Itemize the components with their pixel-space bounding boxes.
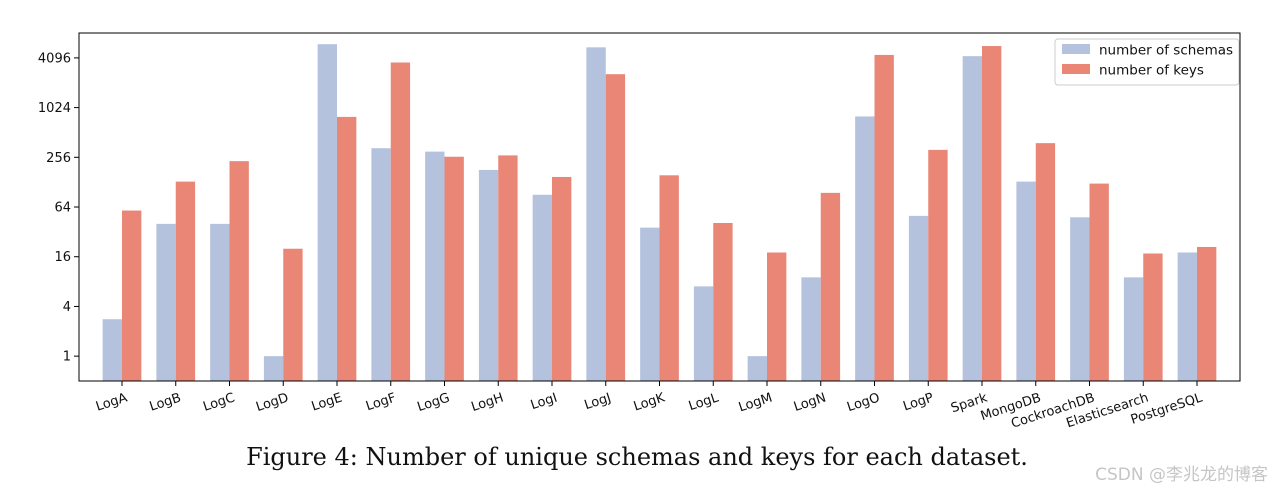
bar-schemas-LogD — [263, 356, 284, 381]
bar-keys-LogB — [175, 181, 196, 381]
bar-keys-LogG — [444, 156, 464, 381]
bar-schemas-LogA — [102, 319, 122, 381]
bar-keys-MongoDB — [1035, 143, 1056, 381]
bar-schemas-LogM — [747, 356, 767, 381]
bar-schemas-PostgreSQL — [1177, 252, 1197, 381]
bar-schemas-LogJ — [586, 47, 606, 381]
bar-schemas-LogP — [908, 215, 929, 381]
legend-swatch-1 — [1062, 64, 1090, 74]
bar-schemas-CockroachDB — [1070, 217, 1090, 381]
bar-schemas-MongoDB — [1016, 181, 1036, 381]
xtick-label-LogI: LogI — [529, 391, 559, 414]
bar-schemas-LogL — [693, 286, 714, 381]
bar-keys-PostgreSQL — [1197, 246, 1217, 381]
bar-schemas-LogN — [801, 277, 821, 381]
xtick-label-LogL: LogL — [687, 390, 721, 414]
bar-schemas-Spark — [962, 56, 982, 382]
legend-swatch-0 — [1062, 44, 1090, 54]
bar-schemas-LogK — [640, 227, 660, 381]
bar-keys-LogJ — [605, 74, 626, 381]
legend-label-0: number of schemas — [1099, 43, 1233, 59]
ytick-label-1024: 1024 — [38, 101, 71, 116]
xtick-label-LogJ: LogJ — [583, 391, 613, 414]
bar-keys-LogH — [498, 155, 518, 381]
bar-schemas-Elasticsearch — [1123, 277, 1144, 381]
ytick-label-64: 64 — [54, 201, 71, 216]
bar-keys-LogL — [713, 222, 733, 381]
bar-keys-LogN — [820, 192, 841, 381]
chart-svg: 1 4 16 64 256 1024 4096 LogA LogB LogC LogD LogE Log… — [38, 32, 1241, 432]
xtick-label-LogM: LogM — [737, 391, 774, 416]
bar-schemas-LogC — [210, 223, 230, 381]
caption-text: Number of unique schemas and keys for ea… — [365, 443, 1028, 471]
bar-keys-CockroachDB — [1089, 183, 1109, 381]
legend-label-1: number of keys — [1099, 63, 1204, 79]
ytick-label-4: 4 — [63, 300, 71, 315]
bar-keys-LogK — [659, 175, 679, 381]
bar-keys-Elasticsearch — [1143, 253, 1163, 381]
bar-schemas-LogH — [478, 169, 499, 381]
bar-keys-Spark — [982, 46, 1002, 381]
xtick-label-LogD: LogD — [254, 391, 290, 416]
bar-keys-LogE — [337, 116, 357, 382]
xtick-label-LogC: LogC — [201, 391, 236, 415]
bar-keys-LogC — [229, 161, 249, 381]
bar-schemas-LogB — [156, 223, 176, 381]
xtick-label-LogA: LogA — [94, 391, 129, 415]
xtick-label-LogO: LogO — [845, 391, 881, 416]
xtick-label-LogG: LogG — [415, 391, 451, 416]
bar-schemas-LogF — [371, 148, 391, 381]
watermark: CSDN @李兆龙的博客 — [1095, 465, 1268, 485]
xtick-label-LogB: LogB — [148, 391, 183, 415]
bar-keys-LogO — [874, 54, 894, 382]
bar-keys-LogF — [390, 62, 411, 382]
bar-schemas-LogG — [425, 151, 445, 381]
bar-keys-LogM — [767, 252, 787, 381]
bar-schemas-LogO — [855, 116, 875, 381]
ytick-label-4096: 4096 — [38, 51, 71, 66]
bar-schemas-LogE — [317, 44, 337, 381]
xtick-label-LogK: LogK — [632, 390, 667, 414]
xtick-label-LogH: LogH — [469, 391, 505, 415]
legend-box — [1054, 38, 1240, 86]
xtick-label-LogN: LogN — [792, 391, 828, 415]
bar-keys-LogA — [122, 210, 142, 381]
legend: number of schemas number of keys — [1054, 38, 1240, 86]
bars — [102, 44, 1217, 382]
bar-keys-LogD — [283, 248, 303, 381]
figure-caption: Figure 4: Number of unique schemas and k… — [0, 443, 1274, 471]
caption-label: Figure 4: — [246, 443, 358, 471]
bar-keys-LogP — [928, 149, 948, 381]
ytick-label-256: 256 — [46, 151, 71, 166]
ytick-label-1: 1 — [63, 350, 71, 365]
xtick-label-LogP: LogP — [901, 390, 935, 414]
ytick-label-16: 16 — [54, 250, 71, 265]
bar-schemas-LogI — [532, 194, 552, 381]
xtick-label-LogF: LogF — [364, 391, 398, 415]
bar-keys-LogI — [552, 176, 572, 381]
xtick-label-LogE: LogE — [310, 391, 345, 415]
